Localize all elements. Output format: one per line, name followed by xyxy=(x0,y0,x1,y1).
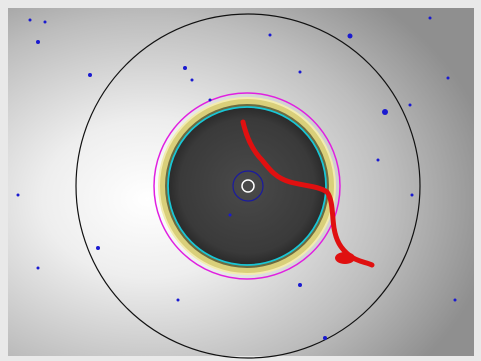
crack-blob xyxy=(335,252,355,264)
inspection-view xyxy=(0,0,481,361)
page xyxy=(0,0,481,361)
